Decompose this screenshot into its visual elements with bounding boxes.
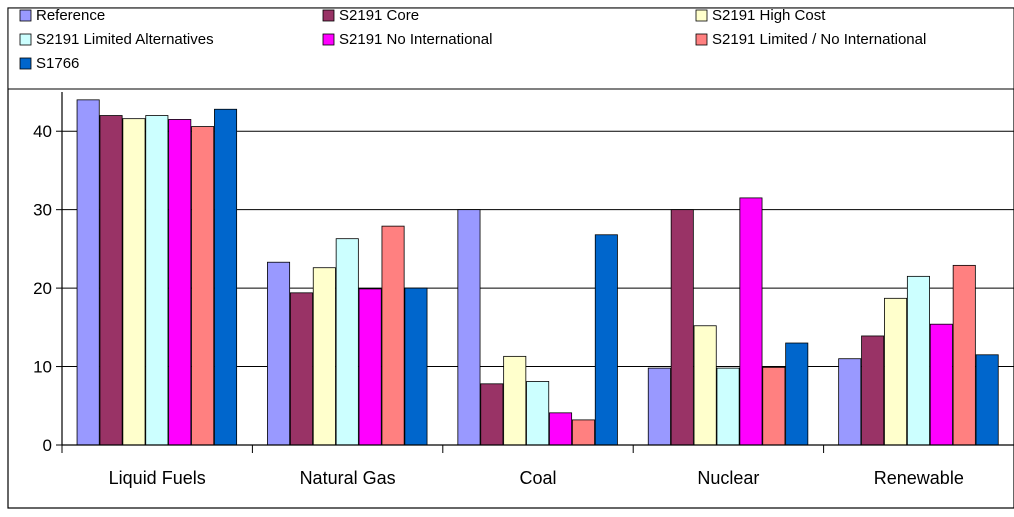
bar-s1766-coal bbox=[594, 234, 618, 446]
bar-s2191-high-cost-natural-gas bbox=[312, 267, 336, 446]
legend-box bbox=[7, 7, 1014, 90]
bar-s2191-limited-alternatives-liquid-fuels bbox=[145, 115, 169, 446]
y-tick-label: 0 bbox=[43, 436, 52, 455]
legend-label: S2191 Limited / No International bbox=[712, 31, 926, 48]
legend-label: S2191 High Cost bbox=[712, 7, 826, 24]
bar-s1766-natural-gas bbox=[404, 287, 428, 446]
bar-s2191-no-international-nuclear bbox=[739, 197, 763, 446]
bar-s2191-limited-alternatives-coal bbox=[526, 381, 550, 446]
legend-swatch bbox=[322, 9, 335, 22]
bar-s2191-no-international-liquid-fuels bbox=[168, 119, 192, 446]
bar-s2191-limited-no-international-natural-gas bbox=[381, 225, 405, 446]
bar-s2191-high-cost-liquid-fuels bbox=[122, 118, 146, 446]
legend: Reference S2191 Core S2191 High Cost S2191 … bbox=[7, 7, 1014, 90]
bar-s2191-high-cost-coal bbox=[503, 355, 527, 446]
bar-s2191-high-cost-renewable bbox=[884, 297, 908, 446]
bar-s2191-no-international-renewable bbox=[929, 323, 953, 446]
y-tick-label: 10 bbox=[33, 358, 52, 377]
bar-s1766-renewable bbox=[975, 354, 999, 446]
bars bbox=[76, 99, 999, 446]
legend-label: S2191 No International bbox=[339, 31, 492, 48]
bar-reference-nuclear bbox=[647, 367, 671, 446]
legend-label: S1766 bbox=[36, 55, 79, 72]
legend-swatch bbox=[695, 33, 708, 46]
bar-s2191-no-international-coal bbox=[549, 412, 573, 446]
bar-reference-coal bbox=[457, 209, 481, 446]
bar-s2191-core-renewable bbox=[861, 335, 885, 446]
bar-s2191-core-coal bbox=[480, 383, 504, 446]
legend-swatch bbox=[19, 33, 32, 46]
legend-swatch bbox=[19, 57, 32, 70]
bar-reference-liquid-fuels bbox=[76, 99, 100, 446]
x-tick-label: Nuclear bbox=[697, 468, 759, 488]
legend-swatch bbox=[322, 33, 335, 46]
axes: 0 10 20 30 40 Liquid Fuels Natural Gas Coal Nucl… bbox=[33, 92, 1014, 488]
bar-s2191-core-natural-gas bbox=[289, 292, 313, 446]
bar-s1766-nuclear bbox=[785, 342, 809, 446]
bar-s2191-core-nuclear bbox=[670, 209, 694, 446]
bar-s2191-no-international-natural-gas bbox=[358, 288, 382, 446]
bar-reference-renewable bbox=[838, 358, 862, 446]
bar-s2191-limited-no-international-nuclear bbox=[762, 366, 786, 446]
legend-swatch bbox=[695, 9, 708, 22]
legend-label: S2191 Core bbox=[339, 7, 419, 24]
x-tick-label: Renewable bbox=[874, 468, 964, 488]
legend-swatch bbox=[19, 9, 32, 22]
y-tick-label: 20 bbox=[33, 279, 52, 298]
x-tick-label: Coal bbox=[519, 468, 556, 488]
bar-s1766-liquid-fuels bbox=[214, 108, 238, 446]
legend-label: S2191 Limited Alternatives bbox=[36, 31, 214, 48]
bar-s2191-high-cost-nuclear bbox=[693, 325, 717, 446]
bar-s2191-limited-alternatives-renewable bbox=[906, 275, 930, 446]
legend-label: Reference bbox=[36, 7, 105, 24]
bar-s2191-core-liquid-fuels bbox=[99, 115, 123, 446]
bar-s2191-limited-no-international-coal bbox=[571, 419, 595, 446]
y-tick-label: 40 bbox=[33, 122, 52, 141]
bar-s2191-limited-alternatives-nuclear bbox=[716, 367, 740, 446]
bar-reference-natural-gas bbox=[267, 261, 291, 446]
x-tick-label: Liquid Fuels bbox=[109, 468, 206, 488]
bar-s2191-limited-no-international-liquid-fuels bbox=[191, 126, 215, 446]
bar-s2191-limited-no-international-renewable bbox=[952, 264, 976, 446]
y-tick-label: 30 bbox=[33, 201, 52, 220]
x-tick-label: Natural Gas bbox=[300, 468, 396, 488]
bar-s2191-limited-alternatives-natural-gas bbox=[335, 238, 359, 446]
